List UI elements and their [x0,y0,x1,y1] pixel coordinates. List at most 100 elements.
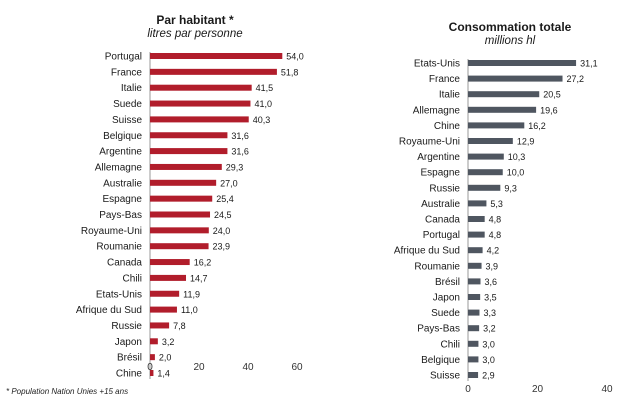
right-category-label: Afrique du Sud [394,246,460,257]
left-tick-label: 0 [147,362,153,373]
right-bar [468,294,481,300]
right-bar [468,122,525,129]
right-bar [468,200,487,207]
right-category-label: Royaume-Uni [399,137,460,148]
left-value-label: 54,0 [286,52,304,62]
left-category-label: Russie [111,321,142,332]
right-value-label: 3,9 [486,261,499,271]
left-value-label: 25,4 [216,194,234,204]
right-category-label: Canada [425,215,460,226]
left-value-label: 3,2 [162,337,175,347]
left-value-label: 11,0 [181,305,198,315]
left-bar [150,100,251,107]
left-category-label: Portugal [105,52,142,63]
right-category-label: Argentine [417,152,460,163]
left-tick-label: 20 [193,362,205,373]
left-tick-label: 60 [291,362,303,373]
right-value-label: 12,9 [517,137,535,147]
right-value-label: 20,5 [543,90,561,100]
right-bar [468,309,480,316]
left-category-label: Belgique [103,131,142,142]
right-category-label: Portugal [423,230,460,241]
right-category-label: Suisse [430,371,460,382]
right-category-label: France [429,74,461,85]
left-category-label: Argentine [99,147,142,158]
left-bar [150,179,217,186]
left-category-label: Etats-Unis [96,289,142,300]
left-bar [150,84,252,91]
left-value-label: 1,4 [157,369,170,379]
left-value-label: 40,3 [253,115,271,125]
left-bar [150,322,170,329]
left-bar [150,116,249,123]
right-value-label: 2,9 [482,371,495,381]
left-bar [150,274,187,281]
left-bar [150,195,213,202]
footnote: * Population Nation Unies +15 ans [6,387,129,396]
right-value-label: 3,6 [485,277,498,287]
right-category-label: Allemagne [413,105,461,116]
left-value-label: 16,2 [194,258,212,268]
right-value-label: 3,0 [482,355,495,365]
right-value-label: 9,3 [504,183,517,193]
left-bar [150,68,277,75]
left-value-label: 29,3 [226,162,244,172]
right-value-label: 10,0 [507,168,525,178]
left-bar [150,148,228,155]
right-bar [468,216,485,222]
right-value-label: 5,3 [490,199,503,209]
right-value-label: 3,3 [483,308,496,318]
left-value-label: 24,0 [213,226,231,236]
right-bar [468,91,540,98]
left-category-label: Suisse [112,115,142,126]
left-category-label: Chili [123,273,142,284]
left-bar [150,53,283,59]
left-category-label: Pays-Bas [99,210,142,221]
left-chart-title: Par habitant * [156,13,234,27]
right-bar [468,169,503,176]
right-value-label: 10,3 [508,152,526,162]
left-category-label: Australie [103,178,142,189]
left-chart-subtitle: litres par personne [147,28,243,40]
right-value-label: 4,8 [489,230,502,240]
right-value-label: 31,1 [580,59,598,69]
right-category-label: Italie [439,90,461,101]
left-value-label: 14,7 [190,273,208,283]
left-bar [150,290,180,297]
right-category-label: Chili [441,339,460,350]
left-bar [150,243,209,250]
left-category-label: Chine [116,369,143,380]
right-bar [468,278,481,285]
left-value-label: 41,5 [256,83,274,93]
left-bar [150,306,177,313]
right-tick-label: 40 [601,384,613,395]
left-value-label: 24,5 [214,210,232,220]
right-category-label: Belgique [421,355,460,366]
right-category-label: Russie [429,183,460,194]
right-category-label: Roumanie [414,261,460,272]
right-category-label: Pays-Bas [417,324,460,335]
right-category-label: Japon [433,293,460,304]
left-tick-label: 40 [242,362,254,373]
left-category-label: Roumanie [96,242,142,253]
left-bar [150,227,209,234]
left-value-label: 11,9 [183,289,200,299]
left-category-label: Royaume-Uni [81,226,142,237]
left-category-label: Allemagne [95,162,143,173]
right-bar [468,340,479,347]
left-value-label: 31,6 [231,131,249,141]
right-bar [468,106,537,113]
left-category-label: Brésil [117,353,142,364]
left-bar [150,211,211,218]
right-category-label: Australie [421,199,460,210]
right-bar [468,60,577,66]
right-tick-label: 20 [532,384,544,395]
right-value-label: 19,6 [540,105,558,115]
left-bar [150,259,190,266]
right-value-label: 3,2 [483,324,496,334]
right-bar [468,184,501,191]
left-value-label: 51,8 [281,67,299,77]
left-bar [150,370,154,376]
